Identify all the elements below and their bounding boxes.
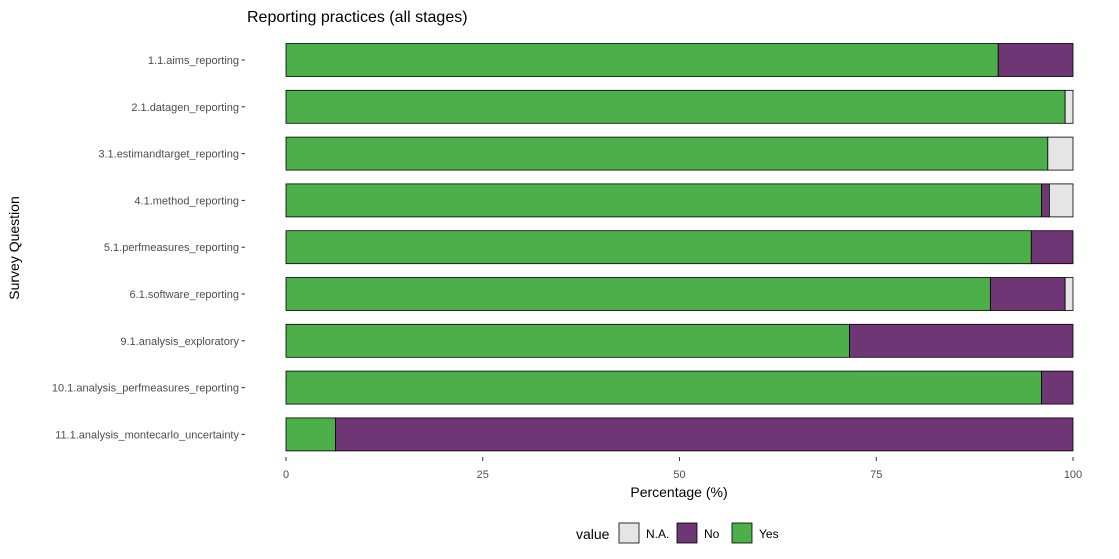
legend-key-yes bbox=[731, 522, 753, 544]
y-tick-label: 10.1.analysis_perfmeasures_reporting bbox=[52, 383, 239, 395]
legend-label-yes: Yes bbox=[759, 527, 779, 541]
legend-title: value bbox=[576, 526, 610, 542]
bar-segment-yes bbox=[285, 277, 991, 311]
legend-item-no: No bbox=[676, 522, 720, 544]
bar-segment-yes bbox=[285, 417, 336, 452]
bar-segment-yes bbox=[285, 89, 1066, 124]
y-tick-label: 6.1.software_reporting bbox=[130, 289, 239, 301]
x-tick-label: 0 bbox=[283, 469, 289, 481]
legend-key-na bbox=[618, 522, 640, 544]
x-axis: 0 25 50 75 100 bbox=[283, 457, 1082, 481]
bar-segment-yes bbox=[285, 136, 1049, 171]
y-tick-label: 3.1.estimandtarget_reporting bbox=[98, 149, 239, 161]
legend: value N.A. No Yes bbox=[576, 522, 779, 544]
chart-title: Reporting practices (all stages) bbox=[247, 9, 468, 26]
legend-item-yes: Yes bbox=[731, 522, 779, 544]
x-axis-title: Percentage (%) bbox=[630, 484, 727, 500]
x-tick-label: 75 bbox=[870, 469, 882, 481]
y-tick-label: 11.1.analysis_montecarlo_uncertainty bbox=[55, 429, 239, 441]
legend-label-no: No bbox=[704, 527, 720, 541]
y-axis-labels: 1.1.aims_reporting 2.1.datagen_reporting 3… bbox=[52, 55, 245, 441]
y-tick-label: 4.1.method_reporting bbox=[134, 195, 239, 207]
bar-segment-na bbox=[1047, 136, 1074, 171]
legend-label-na: N.A. bbox=[646, 527, 669, 541]
bars bbox=[285, 43, 1074, 452]
y-tick-label: 9.1.analysis_exploratory bbox=[120, 336, 239, 348]
bar-segment-yes bbox=[285, 230, 1032, 265]
bar-segment-no bbox=[1041, 370, 1074, 405]
x-tick-label: 25 bbox=[477, 469, 489, 481]
bar-segment-na bbox=[1048, 183, 1074, 218]
bar-segment-yes bbox=[285, 183, 1042, 218]
bar-segment-no bbox=[997, 43, 1074, 77]
bar-segment-no bbox=[1030, 230, 1074, 265]
bar-segment-no bbox=[335, 417, 1074, 452]
bar-segment-na bbox=[1064, 89, 1074, 124]
legend-item-na: N.A. bbox=[618, 522, 669, 544]
x-tick-label: 100 bbox=[1064, 469, 1082, 481]
y-axis-title: Survey Question bbox=[6, 196, 22, 300]
y-tick-label: 2.1.datagen_reporting bbox=[131, 102, 239, 114]
y-tick-label: 5.1.perfmeasures_reporting bbox=[104, 242, 239, 254]
y-tick-label: 1.1.aims_reporting bbox=[148, 55, 239, 67]
bar-segment-no bbox=[849, 323, 1074, 358]
bar-segment-yes bbox=[285, 43, 999, 77]
bar-segment-no bbox=[989, 277, 1066, 311]
bar-segment-yes bbox=[285, 323, 850, 358]
bar-segment-no bbox=[1041, 183, 1050, 218]
legend-key-no bbox=[676, 522, 698, 544]
bar-segment-yes bbox=[285, 370, 1042, 405]
bar-segment-na bbox=[1064, 277, 1074, 311]
x-tick-label: 50 bbox=[673, 469, 685, 481]
